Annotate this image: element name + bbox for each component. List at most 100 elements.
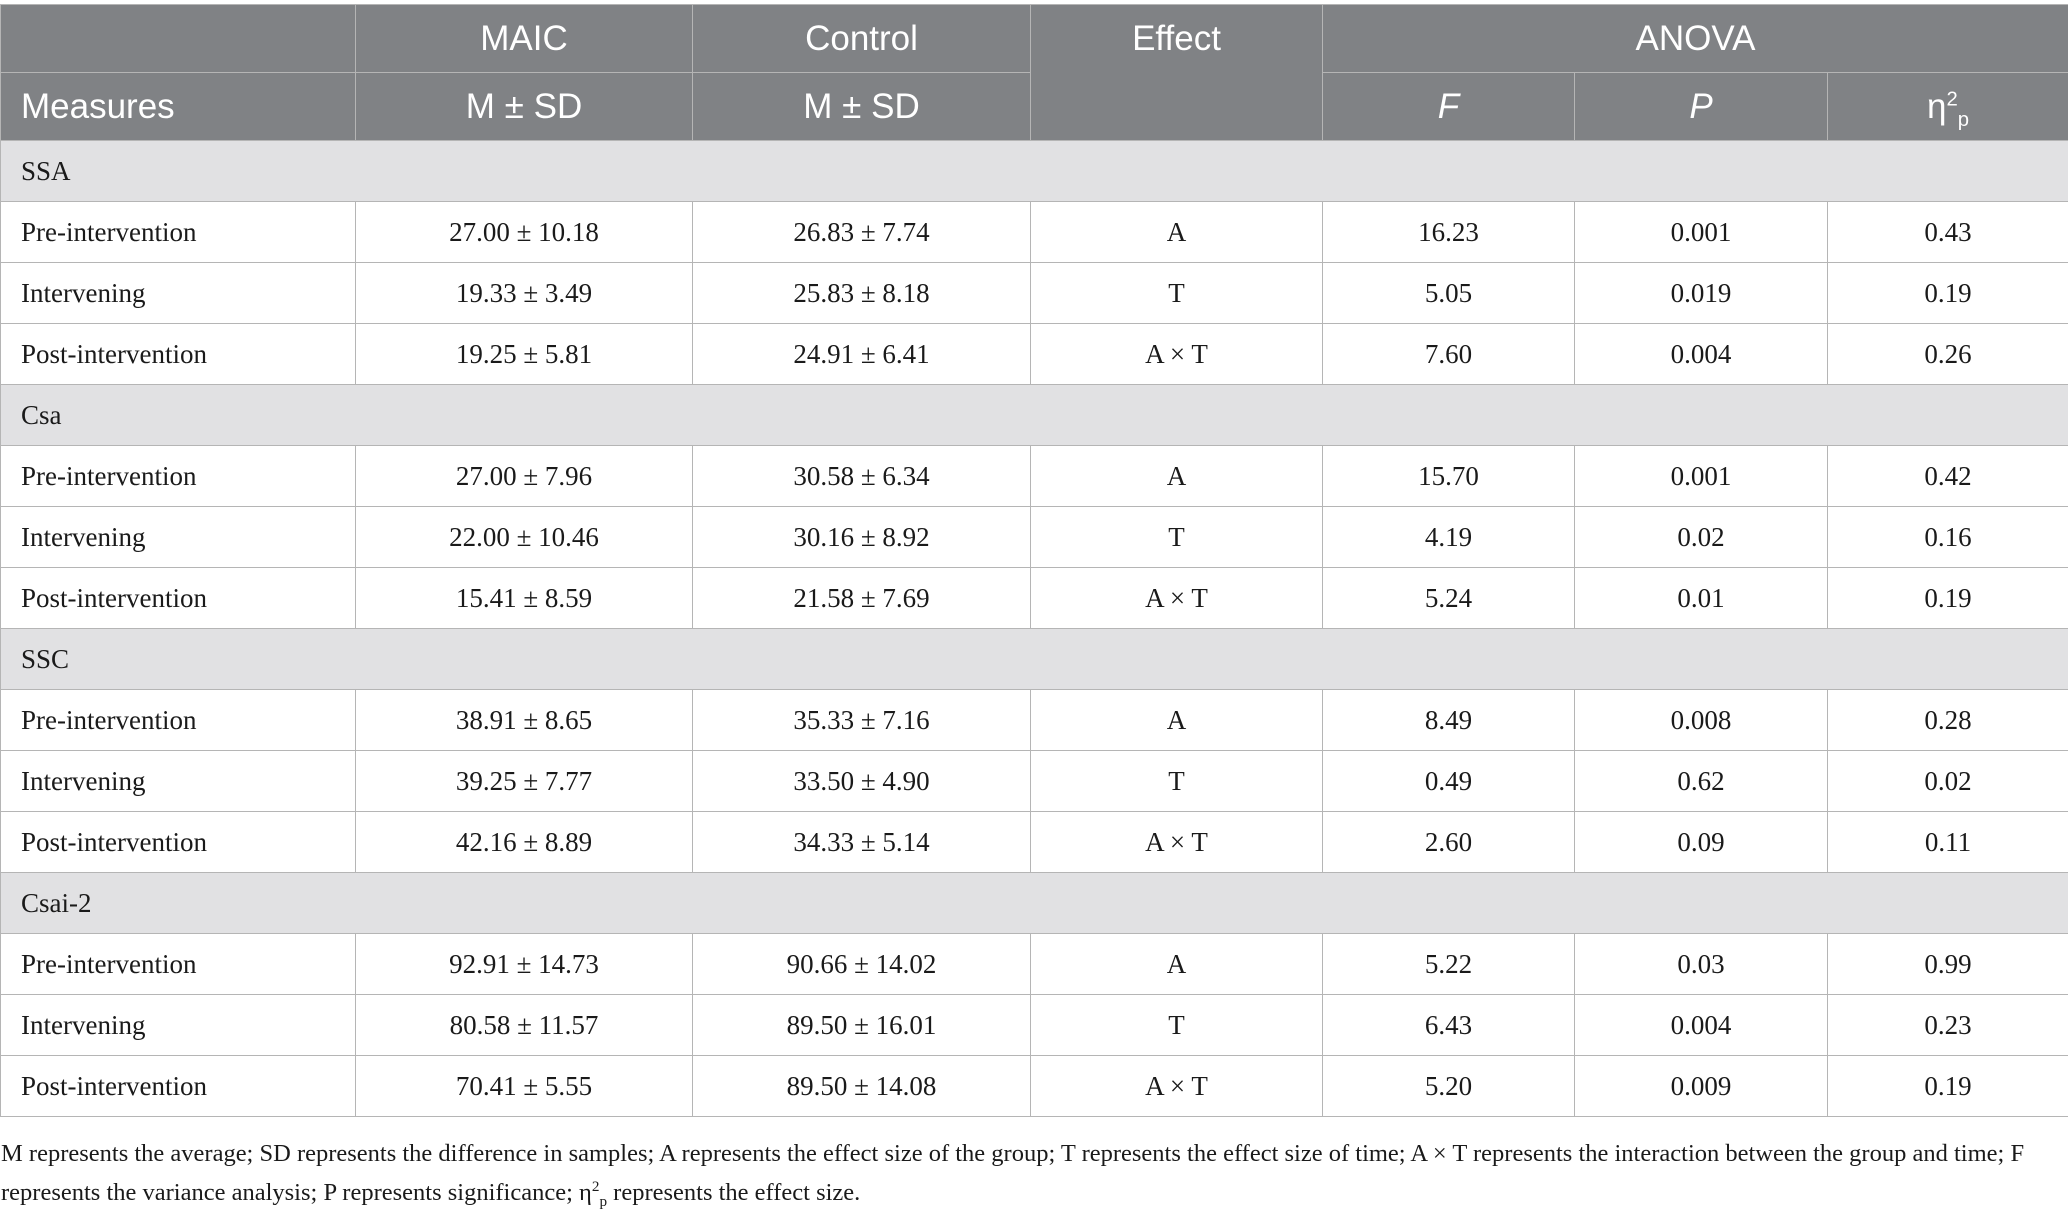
effect-value: T — [1030, 262, 1323, 324]
effect-value: A × T — [1030, 323, 1323, 385]
p-value: 0.001 — [1574, 201, 1828, 263]
row-label: Pre-intervention — [0, 933, 356, 995]
table-row: Pre-intervention 38.91 ± 8.65 35.33 ± 7.… — [0, 689, 2068, 751]
maic-value: 42.16 ± 8.89 — [355, 811, 693, 873]
header-control-stat: M ± SD — [692, 72, 1031, 141]
control-value: 89.50 ± 16.01 — [692, 994, 1031, 1056]
p-value: 0.03 — [1574, 933, 1828, 995]
f-value: 8.49 — [1322, 689, 1575, 751]
eta-symbol: η — [1926, 86, 1947, 126]
control-value: 33.50 ± 4.90 — [692, 750, 1031, 812]
eta-value: 0.42 — [1827, 445, 2068, 507]
effect-value: T — [1030, 994, 1323, 1056]
header-eta-squared: η2p — [1827, 72, 2068, 141]
table-header: MAIC Control Effect ANOVA Measures M ± S… — [0, 4, 2068, 141]
section-label: SSA — [0, 140, 2068, 202]
footnote-text: M represents the average; SD represents … — [1, 1140, 2025, 1206]
control-value: 24.91 ± 6.41 — [692, 323, 1031, 385]
control-value: 30.58 ± 6.34 — [692, 445, 1031, 507]
eta-value: 0.99 — [1827, 933, 2068, 995]
control-value: 30.16 ± 8.92 — [692, 506, 1031, 568]
eta-value: 0.16 — [1827, 506, 2068, 568]
f-value: 5.22 — [1322, 933, 1575, 995]
header-p: P — [1574, 72, 1828, 141]
f-value: 6.43 — [1322, 994, 1575, 1056]
header-measures: Measures — [0, 72, 356, 141]
section-row: SSA — [0, 140, 2068, 202]
effect-value: A — [1030, 201, 1323, 263]
section-label: SSC — [0, 628, 2068, 690]
maic-value: 19.25 ± 5.81 — [355, 323, 693, 385]
eta-superscript: 2 — [1946, 87, 1958, 110]
section-row: Csa — [0, 384, 2068, 446]
row-label: Intervening — [0, 262, 356, 324]
eta-subscript: p — [1957, 108, 1970, 131]
eta-value: 0.11 — [1827, 811, 2068, 873]
effect-value: A — [1030, 445, 1323, 507]
p-value: 0.004 — [1574, 994, 1828, 1056]
eta-value: 0.23 — [1827, 994, 2068, 1056]
maic-value: 38.91 ± 8.65 — [355, 689, 693, 751]
table-row: Intervening 39.25 ± 7.77 33.50 ± 4.90 T … — [0, 750, 2068, 812]
footnote-text-end: represents the effect size. — [607, 1179, 861, 1206]
eta-value: 0.02 — [1827, 750, 2068, 812]
row-label: Post-intervention — [0, 323, 356, 385]
eta-value: 0.19 — [1827, 567, 2068, 629]
section-label: Csai-2 — [0, 872, 2068, 934]
control-value: 89.50 ± 14.08 — [692, 1055, 1031, 1117]
row-label: Pre-intervention — [0, 445, 356, 507]
header-effect: Effect — [1030, 4, 1323, 141]
effect-value: A × T — [1030, 811, 1323, 873]
control-value: 25.83 ± 8.18 — [692, 262, 1031, 324]
footnote-eta-superscript: 2 — [591, 1177, 600, 1195]
f-value: 4.19 — [1322, 506, 1575, 568]
maic-value: 19.33 ± 3.49 — [355, 262, 693, 324]
maic-value: 27.00 ± 7.96 — [355, 445, 693, 507]
p-value: 0.62 — [1574, 750, 1828, 812]
effect-value: A — [1030, 933, 1323, 995]
control-value: 21.58 ± 7.69 — [692, 567, 1031, 629]
p-value: 0.009 — [1574, 1055, 1828, 1117]
control-value: 34.33 ± 5.14 — [692, 811, 1031, 873]
f-value: 5.05 — [1322, 262, 1575, 324]
header-control: Control — [692, 4, 1031, 73]
row-label: Intervening — [0, 750, 356, 812]
header-maic: MAIC — [355, 4, 693, 73]
p-value: 0.02 — [1574, 506, 1828, 568]
effect-value: A — [1030, 689, 1323, 751]
row-label: Post-intervention — [0, 567, 356, 629]
table-body: SSA Pre-intervention 27.00 ± 10.18 26.83… — [0, 140, 2068, 1117]
maic-value: 15.41 ± 8.59 — [355, 567, 693, 629]
table-row: Pre-intervention 27.00 ± 10.18 26.83 ± 7… — [0, 201, 2068, 263]
p-value: 0.019 — [1574, 262, 1828, 324]
maic-value: 39.25 ± 7.77 — [355, 750, 693, 812]
table-row: Pre-intervention 27.00 ± 7.96 30.58 ± 6.… — [0, 445, 2068, 507]
table-row: Post-intervention 70.41 ± 5.55 89.50 ± 1… — [0, 1055, 2068, 1117]
header-row-groups: MAIC Control Effect ANOVA — [0, 4, 2068, 141]
footnote-eta-subscript: p — [599, 1192, 608, 1210]
header-maic-stat: M ± SD — [355, 72, 693, 141]
p-value: 0.01 — [1574, 567, 1828, 629]
row-label: Intervening — [0, 994, 356, 1056]
table-row: Post-intervention 19.25 ± 5.81 24.91 ± 6… — [0, 323, 2068, 385]
header-row-stats: Measures M ± SD M ± SD F P η2p — [0, 72, 2068, 141]
row-label: Pre-intervention — [0, 201, 356, 263]
table-footnote: M represents the average; SD represents … — [1, 1134, 2051, 1212]
maic-value: 22.00 ± 10.46 — [355, 506, 693, 568]
table-row: Intervening 80.58 ± 11.57 89.50 ± 16.01 … — [0, 994, 2068, 1056]
f-value: 5.24 — [1322, 567, 1575, 629]
f-value: 7.60 — [1322, 323, 1575, 385]
row-label: Intervening — [0, 506, 356, 568]
header-blank-cell — [0, 4, 356, 73]
table-row: Intervening 22.00 ± 10.46 30.16 ± 8.92 T… — [0, 506, 2068, 568]
p-value: 0.004 — [1574, 323, 1828, 385]
maic-value: 70.41 ± 5.55 — [355, 1055, 693, 1117]
table-row: Post-intervention 42.16 ± 8.89 34.33 ± 5… — [0, 811, 2068, 873]
f-value: 16.23 — [1322, 201, 1575, 263]
maic-value: 92.91 ± 14.73 — [355, 933, 693, 995]
eta-value: 0.28 — [1827, 689, 2068, 751]
maic-value: 27.00 ± 10.18 — [355, 201, 693, 263]
effect-value: A × T — [1030, 1055, 1323, 1117]
eta-value: 0.26 — [1827, 323, 2068, 385]
f-value: 0.49 — [1322, 750, 1575, 812]
